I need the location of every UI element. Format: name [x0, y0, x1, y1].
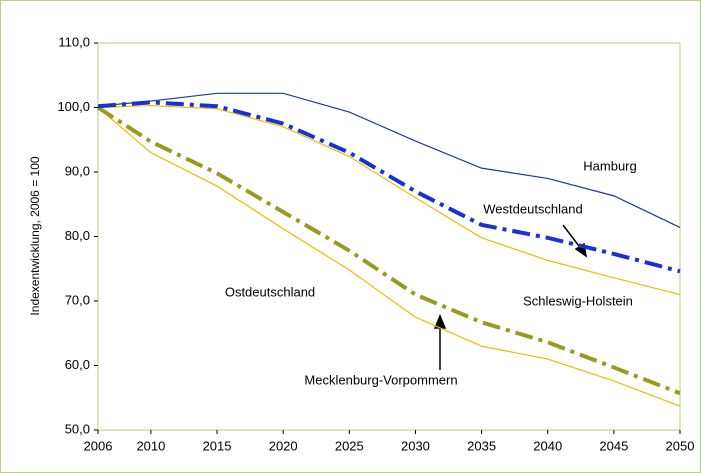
series-line: [97, 92, 681, 229]
y-tick-label: 60,0: [65, 357, 90, 372]
y-tick-label: 100,0: [57, 99, 90, 114]
series-line: [97, 104, 681, 296]
y-axis-label: Indexentwicklung, 2006 = 100: [28, 156, 42, 315]
y-tick-label: 90,0: [65, 163, 90, 178]
y-tick-label: 80,0: [65, 228, 90, 243]
x-tick-label: 2040: [533, 438, 562, 453]
series-line: [96, 105, 681, 396]
series-label: Ostdeutschland: [225, 284, 315, 299]
series-line: [97, 107, 681, 407]
x-tick-label: 2030: [401, 438, 430, 453]
series-label: Schleswig-Holstein: [523, 293, 633, 308]
x-tick-label: 2050: [666, 438, 695, 453]
x-tick-label: 2035: [467, 438, 496, 453]
x-tick-label: 2045: [599, 438, 628, 453]
x-tick-label: 2006: [84, 438, 113, 453]
series-label: Hamburg: [583, 158, 636, 173]
x-tick-label: 2010: [136, 438, 165, 453]
y-tick-label: 50,0: [65, 421, 90, 436]
x-tick-label: 2025: [335, 438, 364, 453]
series-line: [97, 100, 681, 274]
series-label: Westdeutschland: [483, 201, 583, 216]
x-tick-label: 2020: [269, 438, 298, 453]
y-tick-label: 110,0: [58, 34, 90, 49]
x-tick-label: 2015: [203, 438, 232, 453]
y-tick-label: 70,0: [65, 292, 90, 307]
series-label: Mecklenburg-Vorpommern: [304, 372, 457, 387]
